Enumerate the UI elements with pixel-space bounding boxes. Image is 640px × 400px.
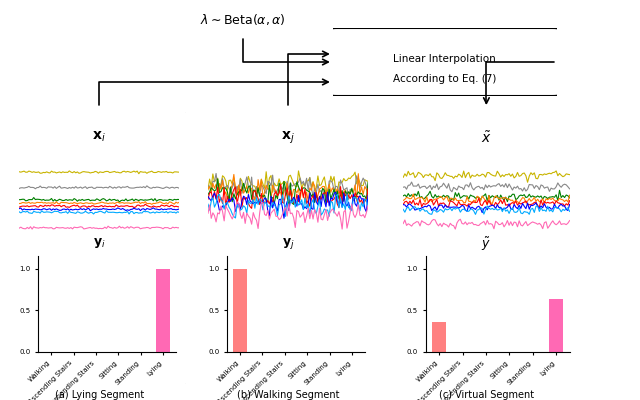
Text: x$_i$: x$_i$ (92, 130, 106, 144)
Text: (c) Virtual Segment
($\lambda = 0.64$): (c) Virtual Segment ($\lambda = 0.64$) (439, 390, 534, 400)
Text: $\tilde{y}$: $\tilde{y}$ (481, 236, 492, 254)
Bar (549, 298, 563, 352)
Bar (432, 322, 446, 352)
Text: $\tilde{x}$: $\tilde{x}$ (481, 130, 492, 146)
FancyBboxPatch shape (200, 109, 376, 387)
FancyBboxPatch shape (11, 109, 188, 387)
Text: $\lambda \sim \mathrm{Beta}(\alpha, \alpha)$: $\lambda \sim \mathrm{Beta}(\alpha, \alp… (200, 12, 286, 27)
Text: (a) Lying Segment: (a) Lying Segment (54, 390, 144, 400)
Text: Linear Interpolation: Linear Interpolation (394, 54, 496, 64)
Text: y$_j$: y$_j$ (282, 236, 294, 251)
FancyBboxPatch shape (395, 109, 578, 387)
Text: (b) Walking Segment: (b) Walking Segment (237, 390, 339, 400)
Bar (234, 268, 247, 352)
Text: x$_j$: x$_j$ (281, 130, 295, 146)
Text: y$_i$: y$_i$ (93, 236, 106, 250)
FancyBboxPatch shape (326, 28, 564, 96)
Text: According to Eq. (7): According to Eq. (7) (393, 74, 497, 84)
Bar (156, 268, 170, 352)
